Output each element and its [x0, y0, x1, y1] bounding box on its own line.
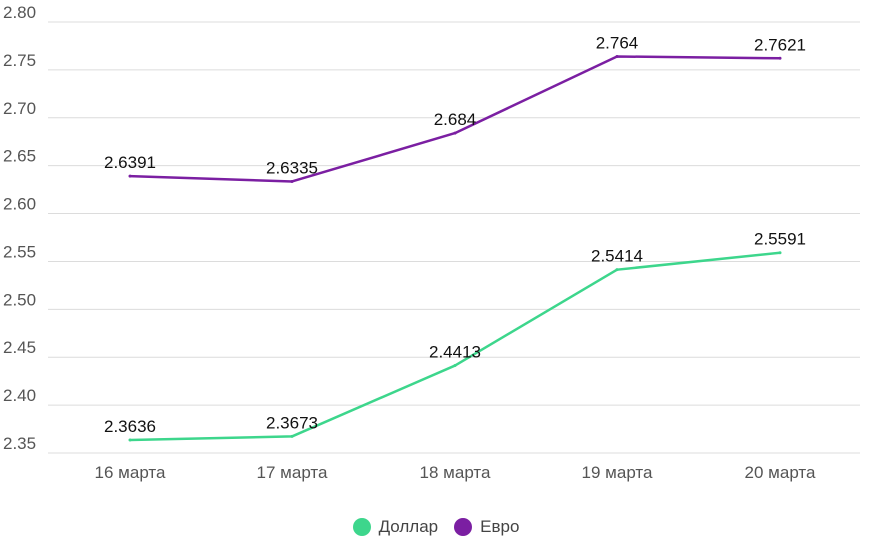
y-tick-label: 2.65 [3, 147, 36, 166]
x-tick-label: 16 марта [95, 463, 166, 482]
legend-item-dollar[interactable]: Доллар [352, 517, 439, 537]
legend-label-dollar: Доллар [378, 517, 439, 536]
y-tick-label: 2.40 [3, 386, 36, 405]
data-label: 2.3636 [104, 417, 156, 436]
legend-item-euro[interactable]: Евро [454, 517, 519, 537]
y-tick-label: 2.60 [3, 195, 36, 214]
data-point [290, 179, 294, 183]
data-label: 2.3673 [266, 413, 318, 432]
data-label: 2.764 [596, 33, 639, 52]
data-point [128, 438, 132, 442]
y-tick-label: 2.55 [3, 242, 36, 261]
data-point [290, 434, 294, 438]
data-point [615, 54, 619, 58]
data-point [615, 268, 619, 272]
data-label: 2.7621 [754, 35, 806, 54]
data-label: 2.6391 [104, 153, 156, 172]
data-label: 2.4413 [429, 343, 481, 362]
data-label: 2.6335 [266, 158, 318, 177]
legend: Доллар Евро [0, 514, 872, 540]
x-tick-label: 17 марта [257, 463, 328, 482]
legend-dot-dollar-icon [352, 518, 371, 536]
y-tick-label: 2.80 [3, 3, 36, 22]
legend-label-euro: Евро [480, 517, 520, 536]
data-point [453, 364, 457, 368]
data-point [778, 251, 782, 255]
data-label: 2.5414 [591, 247, 643, 266]
data-label: 2.684 [434, 110, 477, 129]
data-point [778, 56, 782, 60]
legend-dot-euro-icon [454, 518, 473, 536]
data-label: 2.5591 [754, 230, 806, 249]
x-tick-label: 18 марта [420, 463, 491, 482]
x-tick-label: 19 марта [582, 463, 653, 482]
y-tick-label: 2.45 [3, 338, 36, 357]
data-point [128, 174, 132, 178]
line-chart: 2.35 2.40 2.45 2.50 2.55 2.60 2.65 2.70 2.75 2.80… [3, 3, 860, 482]
y-tick-label: 2.75 [3, 51, 36, 70]
y-tick-label: 2.35 [3, 434, 36, 453]
x-tick-label: 20 марта [745, 463, 816, 482]
data-point [453, 131, 457, 135]
y-tick-label: 2.70 [3, 99, 36, 118]
y-tick-label: 2.50 [3, 290, 36, 309]
